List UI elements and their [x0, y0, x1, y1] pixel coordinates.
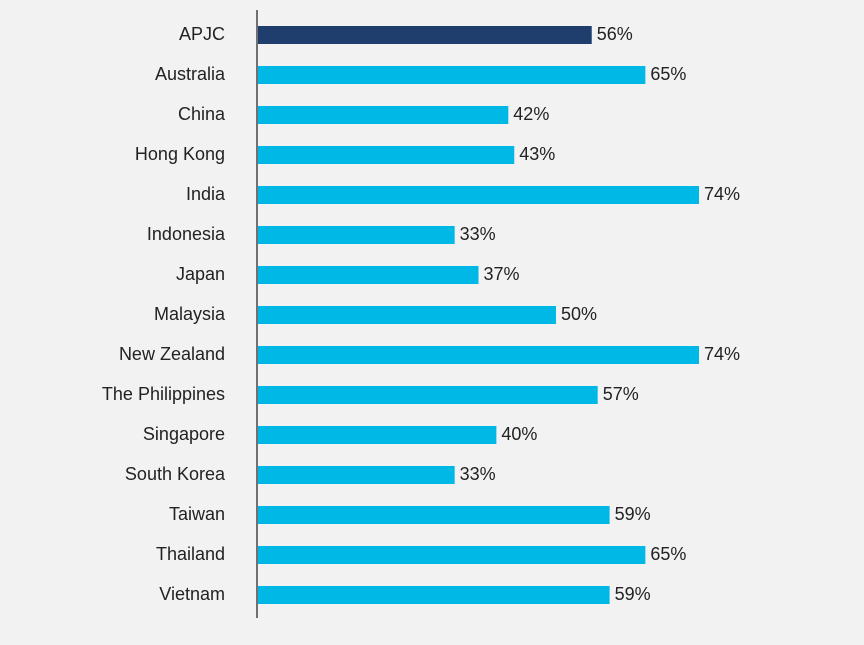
- value-label: 56%: [597, 24, 633, 44]
- value-label: 59%: [615, 584, 651, 604]
- bar: [258, 106, 509, 124]
- category-label: India: [186, 184, 226, 204]
- bar: [258, 466, 455, 484]
- value-label: 65%: [650, 64, 686, 84]
- category-label: Singapore: [143, 424, 225, 444]
- category-label: Hong Kong: [135, 144, 225, 164]
- bar: [258, 386, 598, 404]
- bar: [258, 66, 646, 84]
- value-label: 57%: [603, 384, 639, 404]
- value-label: 33%: [460, 464, 496, 484]
- bar: [258, 186, 699, 204]
- category-label: Vietnam: [159, 584, 225, 604]
- bar: [258, 266, 479, 284]
- value-label: 33%: [460, 224, 496, 244]
- category-label: Malaysia: [154, 304, 226, 324]
- value-label: 50%: [561, 304, 597, 324]
- value-label: 59%: [615, 504, 651, 524]
- value-label: 42%: [513, 104, 549, 124]
- category-label: Indonesia: [147, 224, 226, 244]
- bar: [258, 226, 455, 244]
- bar: [258, 26, 592, 44]
- bar: [258, 346, 699, 364]
- category-label: Taiwan: [169, 504, 225, 524]
- value-label: 74%: [704, 344, 740, 364]
- bar: [258, 546, 646, 564]
- category-label: China: [178, 104, 226, 124]
- value-label: 43%: [519, 144, 555, 164]
- category-label: Japan: [176, 264, 225, 284]
- bar: [258, 306, 556, 324]
- category-label: Australia: [155, 64, 226, 84]
- category-label: Thailand: [156, 544, 225, 564]
- value-label: 37%: [484, 264, 520, 284]
- category-label: South Korea: [125, 464, 226, 484]
- category-label: New Zealand: [119, 344, 225, 364]
- value-label: 65%: [650, 544, 686, 564]
- value-label: 40%: [501, 424, 537, 444]
- bar: [258, 146, 515, 164]
- value-label: 74%: [704, 184, 740, 204]
- bar: [258, 506, 610, 524]
- category-label: APJC: [179, 24, 225, 44]
- bar: [258, 426, 497, 444]
- bar: [258, 586, 610, 604]
- category-label: The Philippines: [102, 384, 225, 404]
